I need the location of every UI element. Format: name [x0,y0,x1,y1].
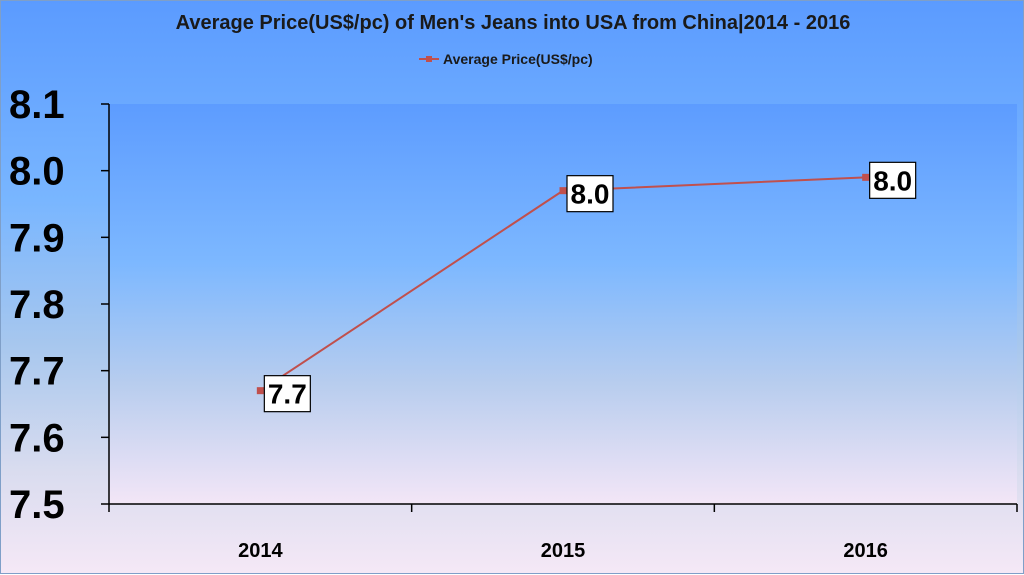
data-label: 8.0 [873,165,912,196]
data-point-marker [256,387,264,395]
legend-square-marker [426,56,432,62]
data-point-marker [862,173,870,181]
chart-title: Average Price(US$/pc) of Men's Jeans int… [176,12,851,34]
legend: Average Price(US$/pc) [419,51,593,67]
x-axis-ticks: 2014 2015 2016 [108,504,1018,562]
data-label-box [869,161,917,199]
x-tick-label: 2016 [843,540,888,562]
series-group: 7.7 8.0 8.0 [256,161,917,413]
data-point-marker [559,187,567,195]
data-label-box [263,375,311,413]
y-tick-label: 8.1 [9,83,65,127]
x-tick-label: 2015 [541,540,586,562]
legend-label: Average Price(US$/pc) [443,51,593,67]
plot-area [109,104,1017,504]
y-tick-label: 7.5 [9,483,65,527]
data-label: 8.0 [571,179,610,210]
y-tick-label: 8.0 [9,150,65,194]
y-tick-label: 7.9 [9,216,65,260]
data-label-box [566,175,614,213]
y-tick-label: 7.8 [9,283,65,327]
y-axis-ticks: 8.1 8.0 7.9 7.8 7.7 7.6 7.5 [9,83,109,527]
x-tick-label: 2014 [238,540,283,562]
data-label: 7.7 [268,379,307,410]
y-tick-label: 7.7 [9,350,65,394]
y-tick-label: 7.6 [9,416,65,460]
